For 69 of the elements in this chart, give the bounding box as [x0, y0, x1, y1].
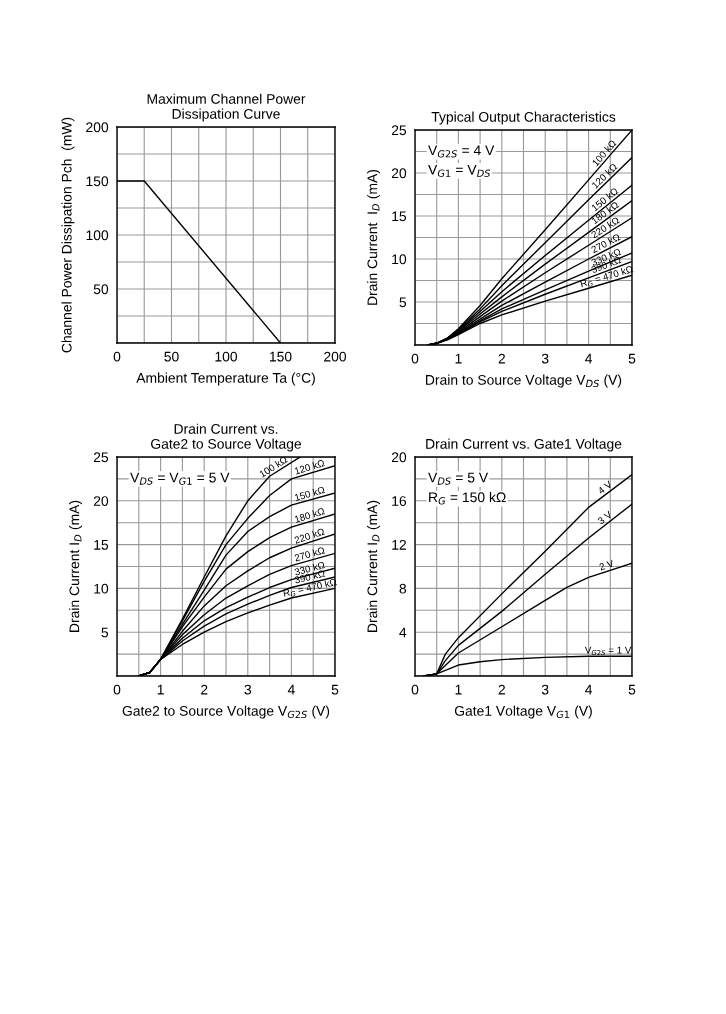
y-tick-label: 25 [391, 125, 407, 136]
x-tick-label: 0 [411, 353, 419, 364]
y-tick-label: 20 [391, 168, 407, 179]
x-tick-label: 2 [498, 684, 505, 695]
y-tick-label: 10 [392, 254, 407, 265]
x-tick-label: 0 [411, 684, 419, 695]
text: 120 kΩ [294, 459, 325, 475]
chart-title: Drain Current vs. Gate2 to Source Voltage [151, 423, 302, 452]
x-tick-label: 3 [541, 353, 549, 364]
text: 270 kΩ [294, 546, 326, 562]
annotation: V$_{DS}$ = 5 V [428, 472, 489, 485]
text: 100 kΩ [258, 455, 288, 478]
y-tick-label: 25 [93, 452, 109, 463]
chart-title: Drain Current vs. Gate1 Voltage [426, 438, 622, 452]
x-tick-label: 4 [585, 684, 593, 695]
y-tick-label: 200 [86, 122, 109, 133]
x-tick-label: 5 [628, 684, 636, 695]
x-tick-label: 0 [113, 351, 121, 362]
y-tick-label: 15 [94, 540, 109, 550]
chart-title: Maximum Channel Power Dissipation Curve [147, 93, 306, 122]
x-axis-title: Gate2 to Source Voltage V$_{G2S}$ (V) [122, 705, 330, 719]
y-tick-label: 12 [392, 539, 406, 550]
y-axis-title: Drain Current I$_{D}$ (mA) [367, 500, 380, 632]
y-tick-label: 150 [86, 176, 109, 187]
x-axis-title: Drain to Source Voltage V$_{DS}$ (V) [426, 374, 622, 388]
y-axis-title: Drain Current I$_{D}$ (mA) [367, 169, 380, 305]
x-tick-label: 0 [113, 684, 121, 695]
text: 2 V [598, 559, 615, 571]
x-tick-label: 4 [585, 353, 593, 364]
x-tick-label: 3 [244, 684, 252, 695]
x-tick-label: 1 [455, 353, 462, 364]
text: 220 kΩ [293, 527, 325, 544]
y-tick-label: 5 [101, 627, 109, 638]
x-tick-label: 150 [269, 351, 292, 362]
y-tick-label: 16 [392, 496, 407, 506]
y-tick-label: 8 [399, 583, 407, 594]
x-tick-label: 1 [455, 684, 462, 695]
x-axis-title: Gate1 Voltage V$_{G1}$ (V) [454, 705, 592, 719]
annotation: V$_{DS}$ = V$_{G1}$ = 5 V [130, 472, 230, 485]
y-tick-label: 50 [93, 284, 109, 295]
chart-title: Typical Output Characteristics [431, 111, 616, 125]
text: 4 V [597, 480, 613, 495]
y-tick-label: 100 [86, 230, 109, 241]
y-axis-title: Channel Power Dissipation Pch (mW) [61, 117, 75, 353]
annotation: R$_{G}$ = 150 kΩ [429, 491, 506, 505]
x-tick-label: 3 [541, 684, 549, 695]
x-tick-label: 5 [331, 684, 339, 695]
x-tick-label: 100 [215, 351, 238, 362]
text: 150 kΩ [294, 486, 326, 501]
x-tick-label: 4 [287, 684, 295, 695]
y-tick-label: 10 [94, 583, 109, 594]
annotation: V$_{G1}$ = V$_{DS}$ [428, 164, 491, 177]
x-tick-label: 1 [157, 684, 164, 695]
y-tick-label: 20 [391, 452, 407, 463]
y-tick-label: 5 [399, 297, 407, 308]
x-tick-label: 2 [498, 353, 505, 364]
x-axis-title: Ambient Temperature Ta (°C) [136, 372, 315, 386]
y-tick-label: 4 [399, 627, 407, 638]
text: 180 kΩ [294, 507, 325, 523]
y-tick-label: 20 [93, 496, 109, 506]
annotation: V$_{G2S}$ = 4 V [428, 145, 495, 158]
x-tick-label: 5 [628, 353, 636, 364]
text: 3 V [597, 510, 613, 525]
series-label: V$_{G2S}$ = 1 V [584, 646, 632, 656]
x-tick-label: 200 [324, 351, 347, 362]
y-tick-label: 15 [392, 211, 407, 222]
x-tick-label: 50 [164, 351, 179, 362]
y-axis-title: Drain Current I$_{D}$ (mA) [69, 500, 82, 632]
x-tick-label: 2 [201, 684, 208, 695]
